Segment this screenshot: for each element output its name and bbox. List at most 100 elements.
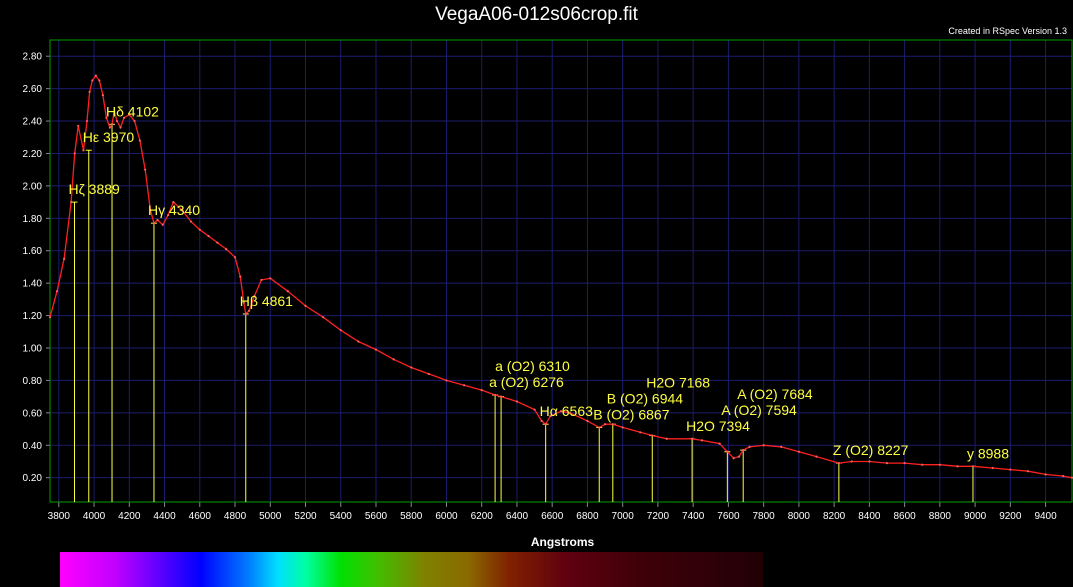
data-point <box>1062 474 1065 478</box>
data-point <box>152 222 156 225</box>
x-tick-label: 6800 <box>576 511 599 522</box>
data-point <box>837 461 840 465</box>
data-point <box>253 295 256 298</box>
x-tick-label: 5400 <box>330 511 353 522</box>
credit-label: Created in RSpec Version 1.3 <box>948 26 1067 36</box>
data-point <box>242 301 245 304</box>
data-point <box>568 411 571 414</box>
data-point <box>651 434 654 437</box>
data-point <box>304 304 307 307</box>
spectrum-line <box>49 74 1073 479</box>
data-point <box>244 312 247 316</box>
x-tick-label: 4600 <box>189 511 212 522</box>
data-point <box>762 444 765 447</box>
data-point <box>586 419 589 423</box>
data-point <box>690 437 694 440</box>
data-point <box>921 463 924 466</box>
y-tick-label: 1.80 <box>23 214 43 225</box>
data-point <box>559 410 563 413</box>
data-point <box>639 431 642 434</box>
data-point <box>549 414 552 418</box>
data-point <box>665 437 668 440</box>
data-point <box>105 116 108 119</box>
x-tick-label: 5600 <box>365 511 388 522</box>
data-point <box>611 423 614 426</box>
data-point <box>82 149 85 152</box>
data-point <box>780 445 783 448</box>
data-point <box>115 119 119 123</box>
y-tick-label: 1.40 <box>23 279 43 290</box>
data-point <box>480 389 483 392</box>
data-point <box>85 119 89 123</box>
data-point <box>239 275 242 278</box>
data-point <box>1044 473 1047 476</box>
data-point <box>70 201 73 204</box>
data-point <box>88 90 91 93</box>
x-tick-label: 7000 <box>612 511 635 522</box>
data-point <box>189 220 193 223</box>
x-tick-label: 7800 <box>753 511 776 522</box>
x-tick-label: 7200 <box>647 511 670 522</box>
plot-frame <box>49 39 1073 503</box>
line-annotation-label: B (O2) 6867 <box>593 406 669 422</box>
data-point <box>718 442 721 445</box>
data-point <box>1070 476 1073 479</box>
data-point <box>885 461 889 465</box>
y-tick-label: 1.20 <box>23 311 43 322</box>
x-tick-label: 9200 <box>999 511 1022 522</box>
data-point <box>149 209 152 212</box>
x-tick-label: 5800 <box>400 511 423 522</box>
x-tick-label: 3800 <box>48 511 71 522</box>
x-tick-label: 4400 <box>153 511 176 522</box>
data-point <box>91 79 94 82</box>
data-point <box>499 395 503 398</box>
x-tick-label: 6200 <box>471 511 494 522</box>
data-point <box>113 110 116 113</box>
data-point <box>225 248 228 251</box>
data-point <box>216 241 219 244</box>
data-point <box>144 168 147 171</box>
data-point <box>133 119 136 123</box>
x-tick-label: 7600 <box>717 511 740 522</box>
data-point <box>73 152 76 155</box>
x-tick-label: 6400 <box>506 511 529 522</box>
line-annotation-label: a (O2) 6310 <box>495 358 570 374</box>
data-point <box>248 309 251 312</box>
data-point <box>515 400 519 403</box>
line-annotation-label: y 8988 <box>967 445 1009 461</box>
x-tick-label: 8800 <box>929 511 952 522</box>
data-point <box>269 277 272 280</box>
x-tick-label: 5200 <box>294 511 317 522</box>
x-tick-label: 6000 <box>435 511 458 522</box>
data-point <box>101 94 104 97</box>
y-tick-label: 0.20 <box>23 473 43 484</box>
data-point <box>868 460 871 463</box>
x-tick-label: 8000 <box>788 511 811 522</box>
data-point <box>233 256 237 259</box>
data-point <box>540 419 543 423</box>
y-tick-label: 2.00 <box>23 181 43 192</box>
y-tick-label: 1.60 <box>23 246 43 257</box>
data-point <box>98 79 101 82</box>
data-point <box>815 455 818 458</box>
data-point <box>1009 468 1012 471</box>
data-point <box>748 445 751 448</box>
data-point <box>445 379 448 382</box>
color-spectrum-bar <box>60 552 763 587</box>
line-annotation-label: A (O2) 7594 <box>721 402 797 418</box>
data-point <box>161 223 164 226</box>
data-point <box>700 439 704 442</box>
x-tick-label: 5000 <box>259 511 282 522</box>
data-point <box>726 450 729 453</box>
data-point <box>77 124 80 128</box>
line-annotation-label: H2O 7168 <box>646 374 710 390</box>
data-point <box>621 426 624 429</box>
y-tick-label: 2.60 <box>23 84 43 95</box>
x-tick-label: 4000 <box>83 511 106 522</box>
data-point <box>374 348 378 351</box>
y-tick-label: 0.60 <box>23 408 43 419</box>
line-annotation-label: Hε 3970 <box>83 129 135 145</box>
data-point <box>598 426 601 429</box>
y-tick-label: 0.40 <box>23 441 43 452</box>
